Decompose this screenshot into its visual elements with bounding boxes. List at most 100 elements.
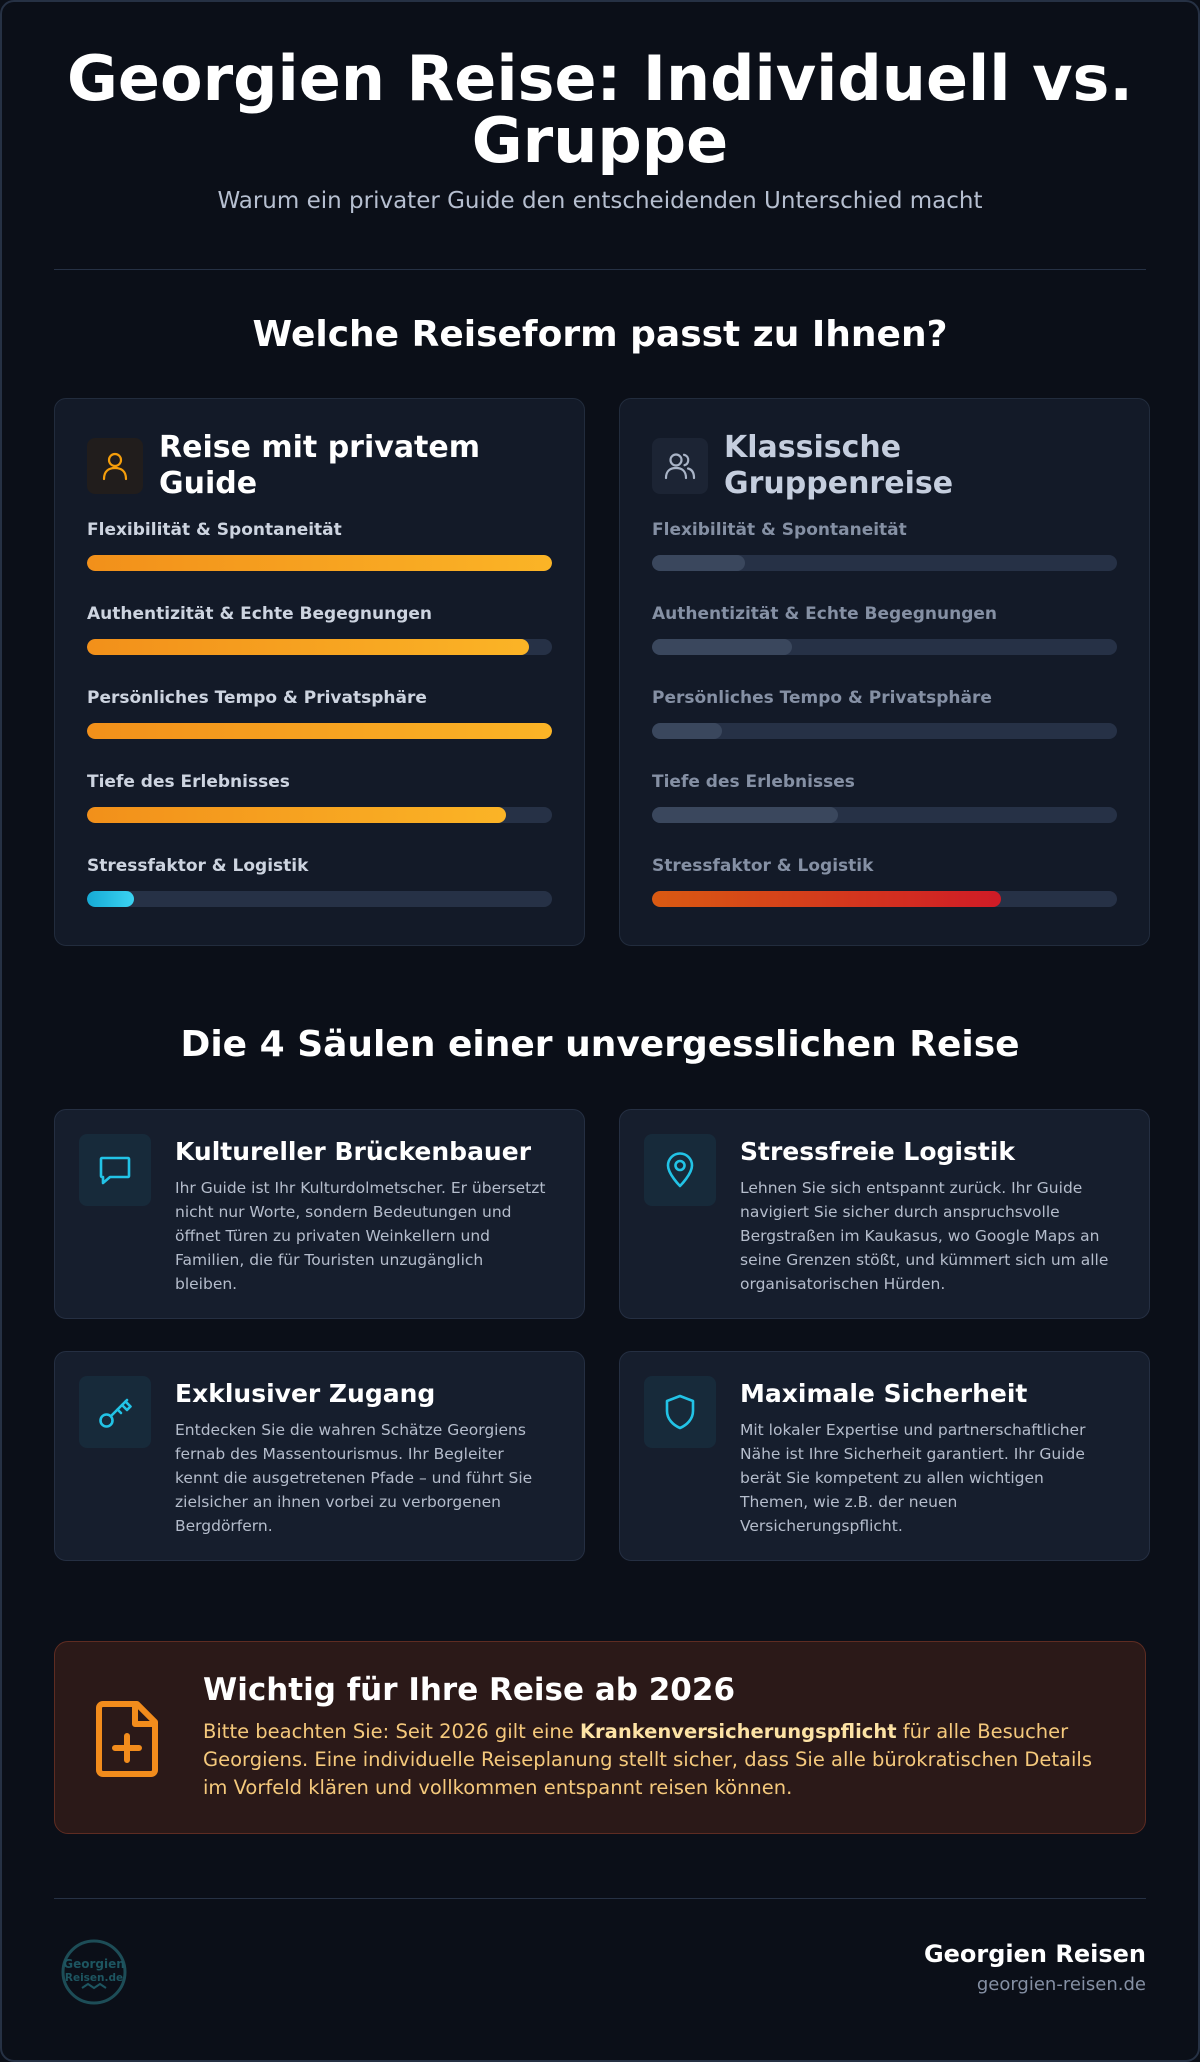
metric-bar-track [87, 555, 552, 571]
metric-bar-track [652, 639, 1117, 655]
metric-item: Tiefe des Erlebnisses [652, 771, 1117, 855]
pillar-text-line: kennt die ausgetretenen Pfade – und führ… [175, 1469, 533, 1487]
pillar-text-line: navigiert Sie sicher durch anspruchsvoll… [740, 1203, 1060, 1221]
pillar-text-line: Entdecken Sie die wahren Schätze Georgie… [175, 1421, 526, 1439]
page-subtitle: Warum ein privater Guide den entscheiden… [217, 188, 983, 214]
pillar-text-line: berät Sie kompetent zu allen wichtigen [740, 1469, 1044, 1487]
metric-bar-fill [652, 639, 792, 655]
metric-bar-track [652, 807, 1117, 823]
private-guide-card-header: Reise mit privatem Guide [87, 430, 552, 502]
key-icon [79, 1376, 151, 1448]
pillar-card-exclusive-access: Exklusiver Zugang Entdecken Sie die wahr… [54, 1351, 585, 1561]
metric-label: Stressfaktor & Logistik [87, 856, 309, 876]
pillar-text: Mit lokaler Expertise und partnerschaftl… [740, 1418, 1085, 1538]
metric-bar-track [87, 891, 552, 907]
logo-text-line1: Georgien [63, 1957, 125, 1971]
pillar-text-line: Themen, wie z.B. der neuen [740, 1493, 958, 1511]
metric-bar-fill [87, 891, 134, 907]
pillar-text-line: fernab des Massentourismus. Ihr Begleite… [175, 1445, 504, 1463]
logo-text-line2: Reisen.de [65, 1972, 123, 1984]
header-divider [54, 269, 1146, 270]
notice-text-line: Georgiens. Eine individuelle Reiseplanun… [203, 1748, 1092, 1771]
metric-bar-fill [87, 639, 529, 655]
group-tour-title-line2: Gruppenreise [724, 466, 954, 501]
pillar-text-line: Lehnen Sie sich entspannt zurück. Ihr Gu… [740, 1179, 1083, 1197]
pillar-title: Exklusiver Zugang [175, 1379, 436, 1408]
page-title-line1: Georgien Reise: Individuell vs. [67, 42, 1133, 115]
notice-text-segment: Bitte beachten Sie: Seit 2026 gilt eine [203, 1720, 580, 1743]
page-title: Georgien Reise: Individuell vs. Gruppe [54, 48, 1146, 172]
pillar-text: Entdecken Sie die wahren Schätze Georgie… [175, 1418, 532, 1538]
pillar-title: Kultureller Brückenbauer [175, 1137, 532, 1166]
metric-label: Persönliches Tempo & Privatsphäre [87, 688, 427, 708]
pillar-text-line: zielsicher an ihnen vorbei zu verborgene… [175, 1493, 501, 1511]
brand-name: Georgien Reisen [923, 1940, 1146, 1968]
metric-bar-track [87, 639, 552, 655]
metric-item: Authentizität & Echte Begegnungen [87, 603, 552, 687]
pillar-title: Maximale Sicherheit [740, 1379, 1028, 1408]
metric-item: Flexibilität & Spontaneität [652, 519, 1117, 603]
pillar-card-maximum-safety: Maximale Sicherheit Mit lokaler Expertis… [619, 1351, 1150, 1561]
pillar-body: Stressfreie Logistik Lehnen Sie sich ent… [740, 1134, 1108, 1318]
notice-title: Wichtig für Ihre Reise ab 2026 [203, 1672, 736, 1708]
pillar-text-line: Mit lokaler Expertise und partnerschaftl… [740, 1421, 1086, 1439]
pillar-body: Exklusiver Zugang Entdecken Sie die wahr… [175, 1376, 532, 1560]
pillar-text-line: seine Grenzen stößt, und kümmert sich um… [740, 1251, 1109, 1269]
metric-item: Stressfaktor & Logistik [87, 855, 552, 939]
shield-icon [644, 1376, 716, 1448]
pillar-body: Maximale Sicherheit Mit lokaler Expertis… [740, 1376, 1085, 1560]
infographic-content: Georgien Reise: Individuell vs. Gruppe W… [54, 2, 1150, 2060]
pillar-text-line: organisatorischen Hürden. [740, 1275, 946, 1293]
brand-url[interactable]: georgien-reisen.de [976, 1974, 1146, 1995]
pillar-text-line: öffnet Türen zu privaten Weinkellern und [175, 1227, 490, 1245]
metric-item: Tiefe des Erlebnisses [87, 771, 552, 855]
pillar-text-line: Ihr Guide ist Ihr Kulturdolmetscher. Er … [175, 1179, 546, 1197]
page-title-line2: Gruppe [471, 104, 729, 177]
private-guide-card-title: Reise mit privatem Guide [159, 430, 480, 502]
metric-label: Authentizität & Echte Begegnungen [87, 604, 433, 624]
metric-item: Authentizität & Echte Begegnungen [652, 603, 1117, 687]
group-tour-card-title: Klassische Gruppenreise [724, 430, 953, 502]
pillar-body: Kultureller Brückenbauer Ihr Guide ist I… [175, 1134, 545, 1318]
user-icon [87, 438, 143, 494]
pillar-text-line: Familien, die für Touristen unzugänglich [175, 1251, 484, 1269]
chat-bubble-icon [79, 1134, 151, 1206]
group-tour-card: Klassische Gruppenreise Flexibilität & S… [619, 398, 1150, 946]
notice-text-line: Bitte beachten Sie: Seit 2026 gilt eine … [203, 1718, 1092, 1746]
metric-bar-fill [652, 891, 1001, 907]
pillar-text-line: nicht nur Worte, sondern Bedeutungen und [175, 1203, 512, 1221]
metric-item: Persönliches Tempo & Privatsphäre [87, 687, 552, 771]
private-guide-title-line1: Reise mit privatem [159, 430, 481, 465]
document-plus-icon [95, 1698, 161, 1778]
pillar-text-line: Nähe ist Ihre Sicherheit garantiert. Ihr… [740, 1445, 1085, 1463]
metric-label: Stressfaktor & Logistik [652, 856, 874, 876]
pillars-heading: Die 4 Säulen einer unvergesslichen Reise [180, 1024, 1020, 1065]
metric-bar-fill [652, 555, 745, 571]
pillar-text: Lehnen Sie sich entspannt zurück. Ihr Gu… [740, 1176, 1108, 1296]
brand-logo: Georgien Reisen.de [60, 1938, 128, 2006]
users-icon [652, 438, 708, 494]
metric-bar-track [652, 891, 1117, 907]
metric-bar-fill [87, 723, 552, 739]
pillar-text-line: bleiben. [175, 1275, 238, 1293]
private-guide-title-line2: Guide [159, 466, 258, 501]
metric-label: Tiefe des Erlebnisses [652, 772, 855, 792]
group-tour-card-header: Klassische Gruppenreise [652, 430, 1117, 502]
pillar-card-cultural-bridge: Kultureller Brückenbauer Ihr Guide ist I… [54, 1109, 585, 1319]
metric-bar-fill [87, 555, 552, 571]
metric-label: Tiefe des Erlebnisses [87, 772, 290, 792]
metric-label: Persönliches Tempo & Privatsphäre [652, 688, 992, 708]
metric-bar-fill [652, 807, 838, 823]
group-tour-title-line1: Klassische [724, 430, 902, 465]
pillar-text-line: Bergstraßen im Kaukasus, wo Google Maps … [740, 1227, 1100, 1245]
metric-item: Stressfaktor & Logistik [652, 855, 1117, 939]
metric-item: Persönliches Tempo & Privatsphäre [652, 687, 1117, 771]
metric-item: Flexibilität & Spontaneität [87, 519, 552, 603]
insurance-notice: Wichtig für Ihre Reise ab 2026 Bitte bea… [54, 1641, 1146, 1834]
notice-text: Bitte beachten Sie: Seit 2026 gilt eine … [203, 1718, 1092, 1802]
footer-brand: Georgien Reisen georgien-reisen.de [924, 1940, 1146, 1995]
notice-text-segment: für alle Besucher [896, 1720, 1069, 1743]
metric-bar-fill [652, 723, 722, 739]
footer-divider [54, 1898, 1146, 1899]
